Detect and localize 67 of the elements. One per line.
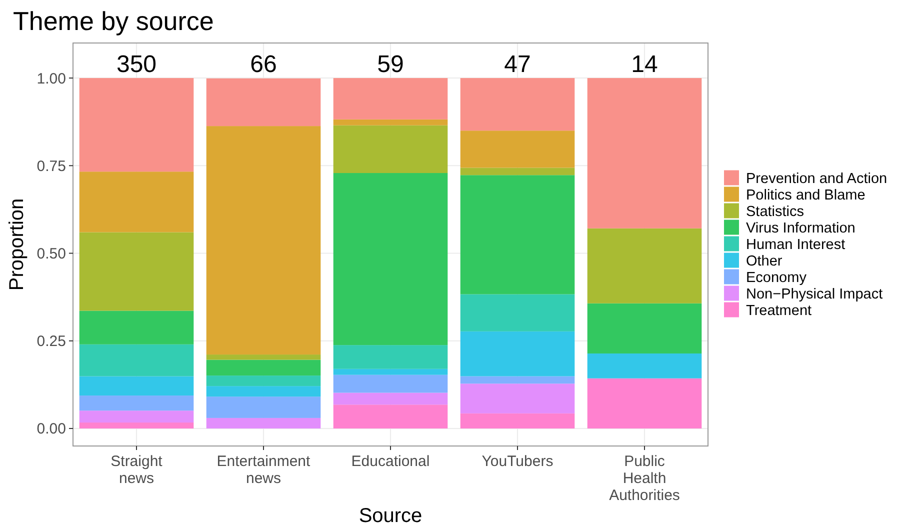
annotation: 350 (116, 51, 157, 78)
bar (587, 228, 702, 304)
bar (79, 310, 194, 344)
bar (333, 368, 448, 375)
bar (79, 232, 194, 311)
y-axis-title: Proportion (6, 198, 28, 291)
x-tick-label: Straight news (110, 453, 164, 487)
legend-label: Statistics (746, 204, 804, 220)
bar (333, 392, 448, 405)
bar (206, 354, 321, 360)
bar (206, 126, 321, 355)
bar (333, 119, 448, 126)
bar (206, 78, 321, 126)
bar (460, 175, 575, 294)
bar (333, 125, 448, 174)
bar (79, 410, 194, 423)
bar (333, 404, 448, 428)
bar (79, 172, 194, 232)
bar (79, 376, 194, 396)
x-tick-label: Entertainment news (216, 453, 312, 487)
y-tick-label: 0.75 (36, 158, 66, 175)
legend-label: Human Interest (746, 236, 846, 253)
bar (460, 331, 575, 376)
bar (587, 353, 702, 378)
bar (79, 422, 194, 428)
bar (333, 374, 448, 393)
bar (333, 345, 448, 369)
annotation: 47 (504, 51, 531, 78)
chart-title: Theme by source (13, 6, 214, 36)
x-tick-label: YouTubers (482, 453, 554, 470)
legend-label: Prevention and Action (746, 170, 888, 187)
bar (460, 294, 575, 332)
bar (333, 173, 448, 346)
bar (206, 396, 321, 418)
annotation: 66 (250, 51, 277, 78)
legend-label: Economy (746, 270, 808, 286)
legend-label: Non−Physical Impact (746, 286, 883, 302)
y-tick-label: 0.50 (36, 246, 66, 263)
bar (79, 344, 194, 376)
bar (206, 386, 321, 397)
x-tick-label: Public Health Authorities (609, 453, 680, 504)
y-tick-label: 1.00 (36, 70, 66, 88)
x-axis-title: Source (358, 505, 422, 527)
legend-label: Virus Information (746, 220, 856, 236)
annotation: 14 (631, 51, 658, 78)
bar (460, 413, 575, 428)
bar (587, 378, 702, 428)
bar (206, 376, 321, 386)
x-tick-label: Educational (351, 453, 430, 470)
bar (206, 360, 321, 376)
bar (460, 376, 575, 384)
y-tick-label: 0.25 (36, 333, 66, 350)
bar (587, 303, 702, 354)
bar (460, 384, 575, 414)
bar (79, 78, 194, 172)
y-tick-label: 0.00 (36, 420, 66, 438)
bar (79, 396, 194, 411)
bar (206, 418, 321, 428)
bar (333, 78, 448, 120)
bar (587, 78, 702, 228)
bar (460, 78, 575, 131)
annotation: 59 (377, 51, 404, 78)
legend-label: Treatment (746, 302, 812, 319)
legend-label: Politics and Blame (746, 187, 866, 204)
bar (460, 130, 575, 168)
bar (460, 168, 575, 176)
legend-label: Other (746, 253, 782, 270)
